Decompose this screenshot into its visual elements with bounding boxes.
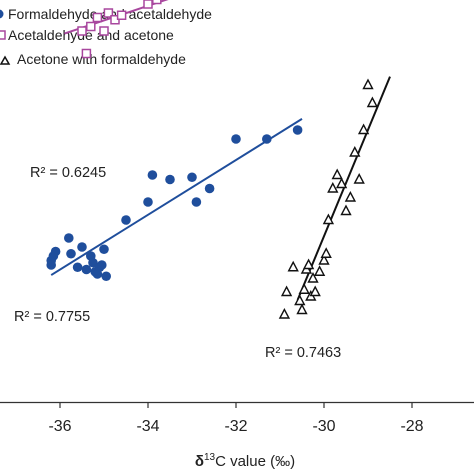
r2-label-formaldehyde-acetaldehyde: R² = 0.7755 [14, 309, 90, 325]
data-point-series-2-0 [278, 308, 291, 319]
data-point-series-1-7 [116, 10, 127, 20]
data-point-series-2-22 [357, 123, 370, 135]
data-point-series-0-20 [165, 174, 175, 185]
data-point-series-2-24 [366, 96, 379, 108]
data-point-series-2-16 [331, 168, 343, 180]
data-point-series-0-8 [81, 264, 92, 275]
x-axis-title-symbol: δ [195, 453, 204, 470]
data-point-series-0-25 [262, 134, 272, 144]
data-point-series-2-19 [344, 191, 357, 202]
trendlines [50, 0, 391, 301]
data-point-series-0-24 [231, 134, 241, 144]
data-point-series-1-1 [81, 48, 92, 59]
x-axis-title-rest: C value (‰) [215, 453, 295, 470]
data-point-series-0-19 [147, 170, 158, 180]
data-point-series-1-9 [143, 0, 153, 9]
data-point-series-2-13 [320, 247, 332, 258]
trendline-series-2 [296, 76, 391, 301]
data-point-series-0-15 [99, 244, 109, 255]
data-point-series-2-15 [327, 182, 339, 193]
data-point-series-2-20 [349, 146, 361, 157]
x-tick-label: -28 [400, 418, 423, 435]
legend-marker-acetaldehyde-acetone [0, 30, 6, 40]
data-point-series-1-10 [152, 0, 162, 5]
data-point-series-0-14 [97, 260, 107, 270]
data-point-series-0-22 [191, 197, 202, 207]
legend-marker-acetone-formaldehyde [0, 55, 11, 65]
data-points [46, 0, 379, 319]
data-point-series-0-23 [204, 183, 215, 194]
data-point-series-1-5 [103, 8, 114, 18]
data-point-series-0-26 [292, 125, 303, 135]
legend-marker-formaldehyde-acetaldehyde [0, 9, 4, 19]
data-point-series-1-0 [77, 26, 87, 36]
data-point-series-2-5 [298, 283, 310, 294]
data-point-series-2-1 [280, 285, 293, 297]
data-point-series-0-3 [50, 246, 61, 257]
x-tick-label: -32 [224, 418, 247, 435]
x-tick-label: -30 [312, 418, 335, 435]
data-point-series-2-14 [322, 213, 335, 225]
x-axis-title: δ13C value (‰) [195, 452, 295, 470]
data-point-series-0-16 [101, 271, 111, 282]
data-point-series-0-17 [121, 215, 131, 225]
x-axis-title-superscript: 13 [204, 452, 216, 463]
data-point-series-2-11 [313, 265, 326, 276]
x-tick-label: -34 [136, 418, 159, 435]
data-point-series-2-10 [309, 285, 321, 297]
data-point-series-1-3 [92, 12, 103, 23]
data-point-series-2-3 [294, 294, 306, 306]
data-point-series-0-5 [66, 248, 76, 259]
data-point-series-1-2 [86, 21, 96, 32]
data-point-series-0-6 [72, 262, 83, 273]
data-point-series-2-7 [302, 258, 315, 270]
data-point-series-1-4 [99, 26, 109, 36]
data-point-series-2-17 [335, 177, 348, 189]
r2-label-acetone-formaldehyde: R² = 0.7463 [265, 345, 341, 361]
data-point-series-2-9 [307, 272, 319, 283]
data-point-series-2-21 [353, 173, 365, 184]
legend-label-acetaldehyde-acetone: Acetaldehyde and acetone [8, 27, 174, 43]
data-point-series-2-2 [287, 260, 299, 272]
x-tick-label: -36 [48, 418, 71, 435]
data-point-series-0-1 [46, 260, 56, 270]
x-axis-ticks: -36 -34 -32 -30 -28 [48, 402, 424, 435]
data-point-series-2-4 [296, 303, 308, 315]
trendline-series-0 [50, 118, 303, 276]
data-point-series-2-18 [340, 204, 352, 216]
data-point-series-0-4 [64, 233, 74, 243]
data-point-series-0-7 [77, 242, 87, 252]
data-point-series-2-12 [318, 254, 330, 265]
legend-label-acetone-formaldehyde: Acetone with formaldehyde [17, 51, 186, 67]
data-point-series-0-21 [187, 172, 197, 183]
data-point-series-2-23 [362, 78, 374, 90]
data-point-series-0-18 [143, 197, 153, 207]
r2-label-acetaldehyde-acetone: R² = 0.6245 [30, 165, 106, 181]
